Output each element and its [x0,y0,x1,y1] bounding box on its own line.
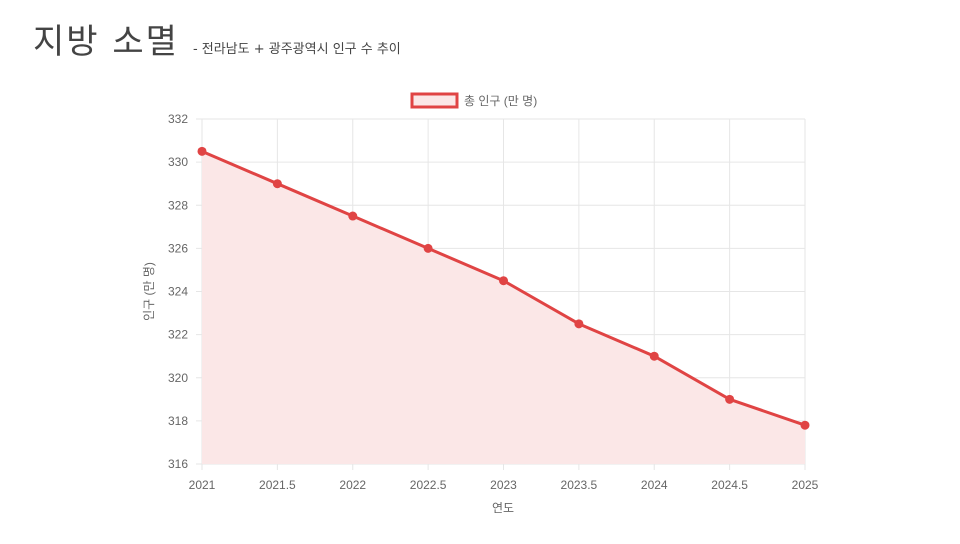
data-point [423,243,433,253]
x-tick-label: 2023 [490,478,517,492]
data-point [499,276,508,286]
x-tick-label: 2024.5 [711,478,748,492]
x-tick-label: 2021.5 [259,478,296,492]
line-chart: 316 318 320 322 324 326 328 330 332 2021 2021.5 202… [142,92,819,515]
x-tick-label: 2025 [792,478,819,492]
data-point [574,319,584,329]
data-point [800,420,810,430]
x-tick-label: 2023.5 [561,478,598,492]
y-tick-label: 326 [168,241,188,255]
y-tick-label: 318 [168,414,188,428]
y-tick-label: 328 [168,198,188,212]
y-tick-label: 324 [168,285,188,299]
x-tick-label: 2021 [189,478,216,492]
x-axis-title: 연도 [492,501,514,515]
y-tick-label: 330 [168,155,188,169]
y-tick-label: 320 [168,371,188,385]
header: 지방 소멸 - 전라남도 + 광주광역시 인구 수 추이 [33,14,401,63]
data-point [649,351,659,361]
legend-label: 총 인구 (만 명) [464,94,537,108]
data-point [272,179,282,189]
data-point [197,146,207,156]
page-subtitle: - 전라남도 + 광주광역시 인구 수 추이 [192,42,401,57]
area-fill [202,151,805,464]
data-point [725,394,735,404]
y-tick-label: 332 [168,112,188,126]
chart-container: 316 318 320 322 324 326 328 330 332 2021 2021.5 202… [0,80,960,540]
page-title: 지방 소멸 [33,22,179,62]
x-tick-label: 2024 [641,478,668,492]
y-tick-label: 322 [168,328,188,342]
legend-swatch [410,92,459,109]
x-tick-label: 2022.5 [410,478,447,492]
data-point [348,211,358,221]
y-tick-label: 316 [168,457,188,471]
y-axis-title: 인구 (만 명) [142,262,156,321]
x-tick-label: 2022 [339,478,366,492]
